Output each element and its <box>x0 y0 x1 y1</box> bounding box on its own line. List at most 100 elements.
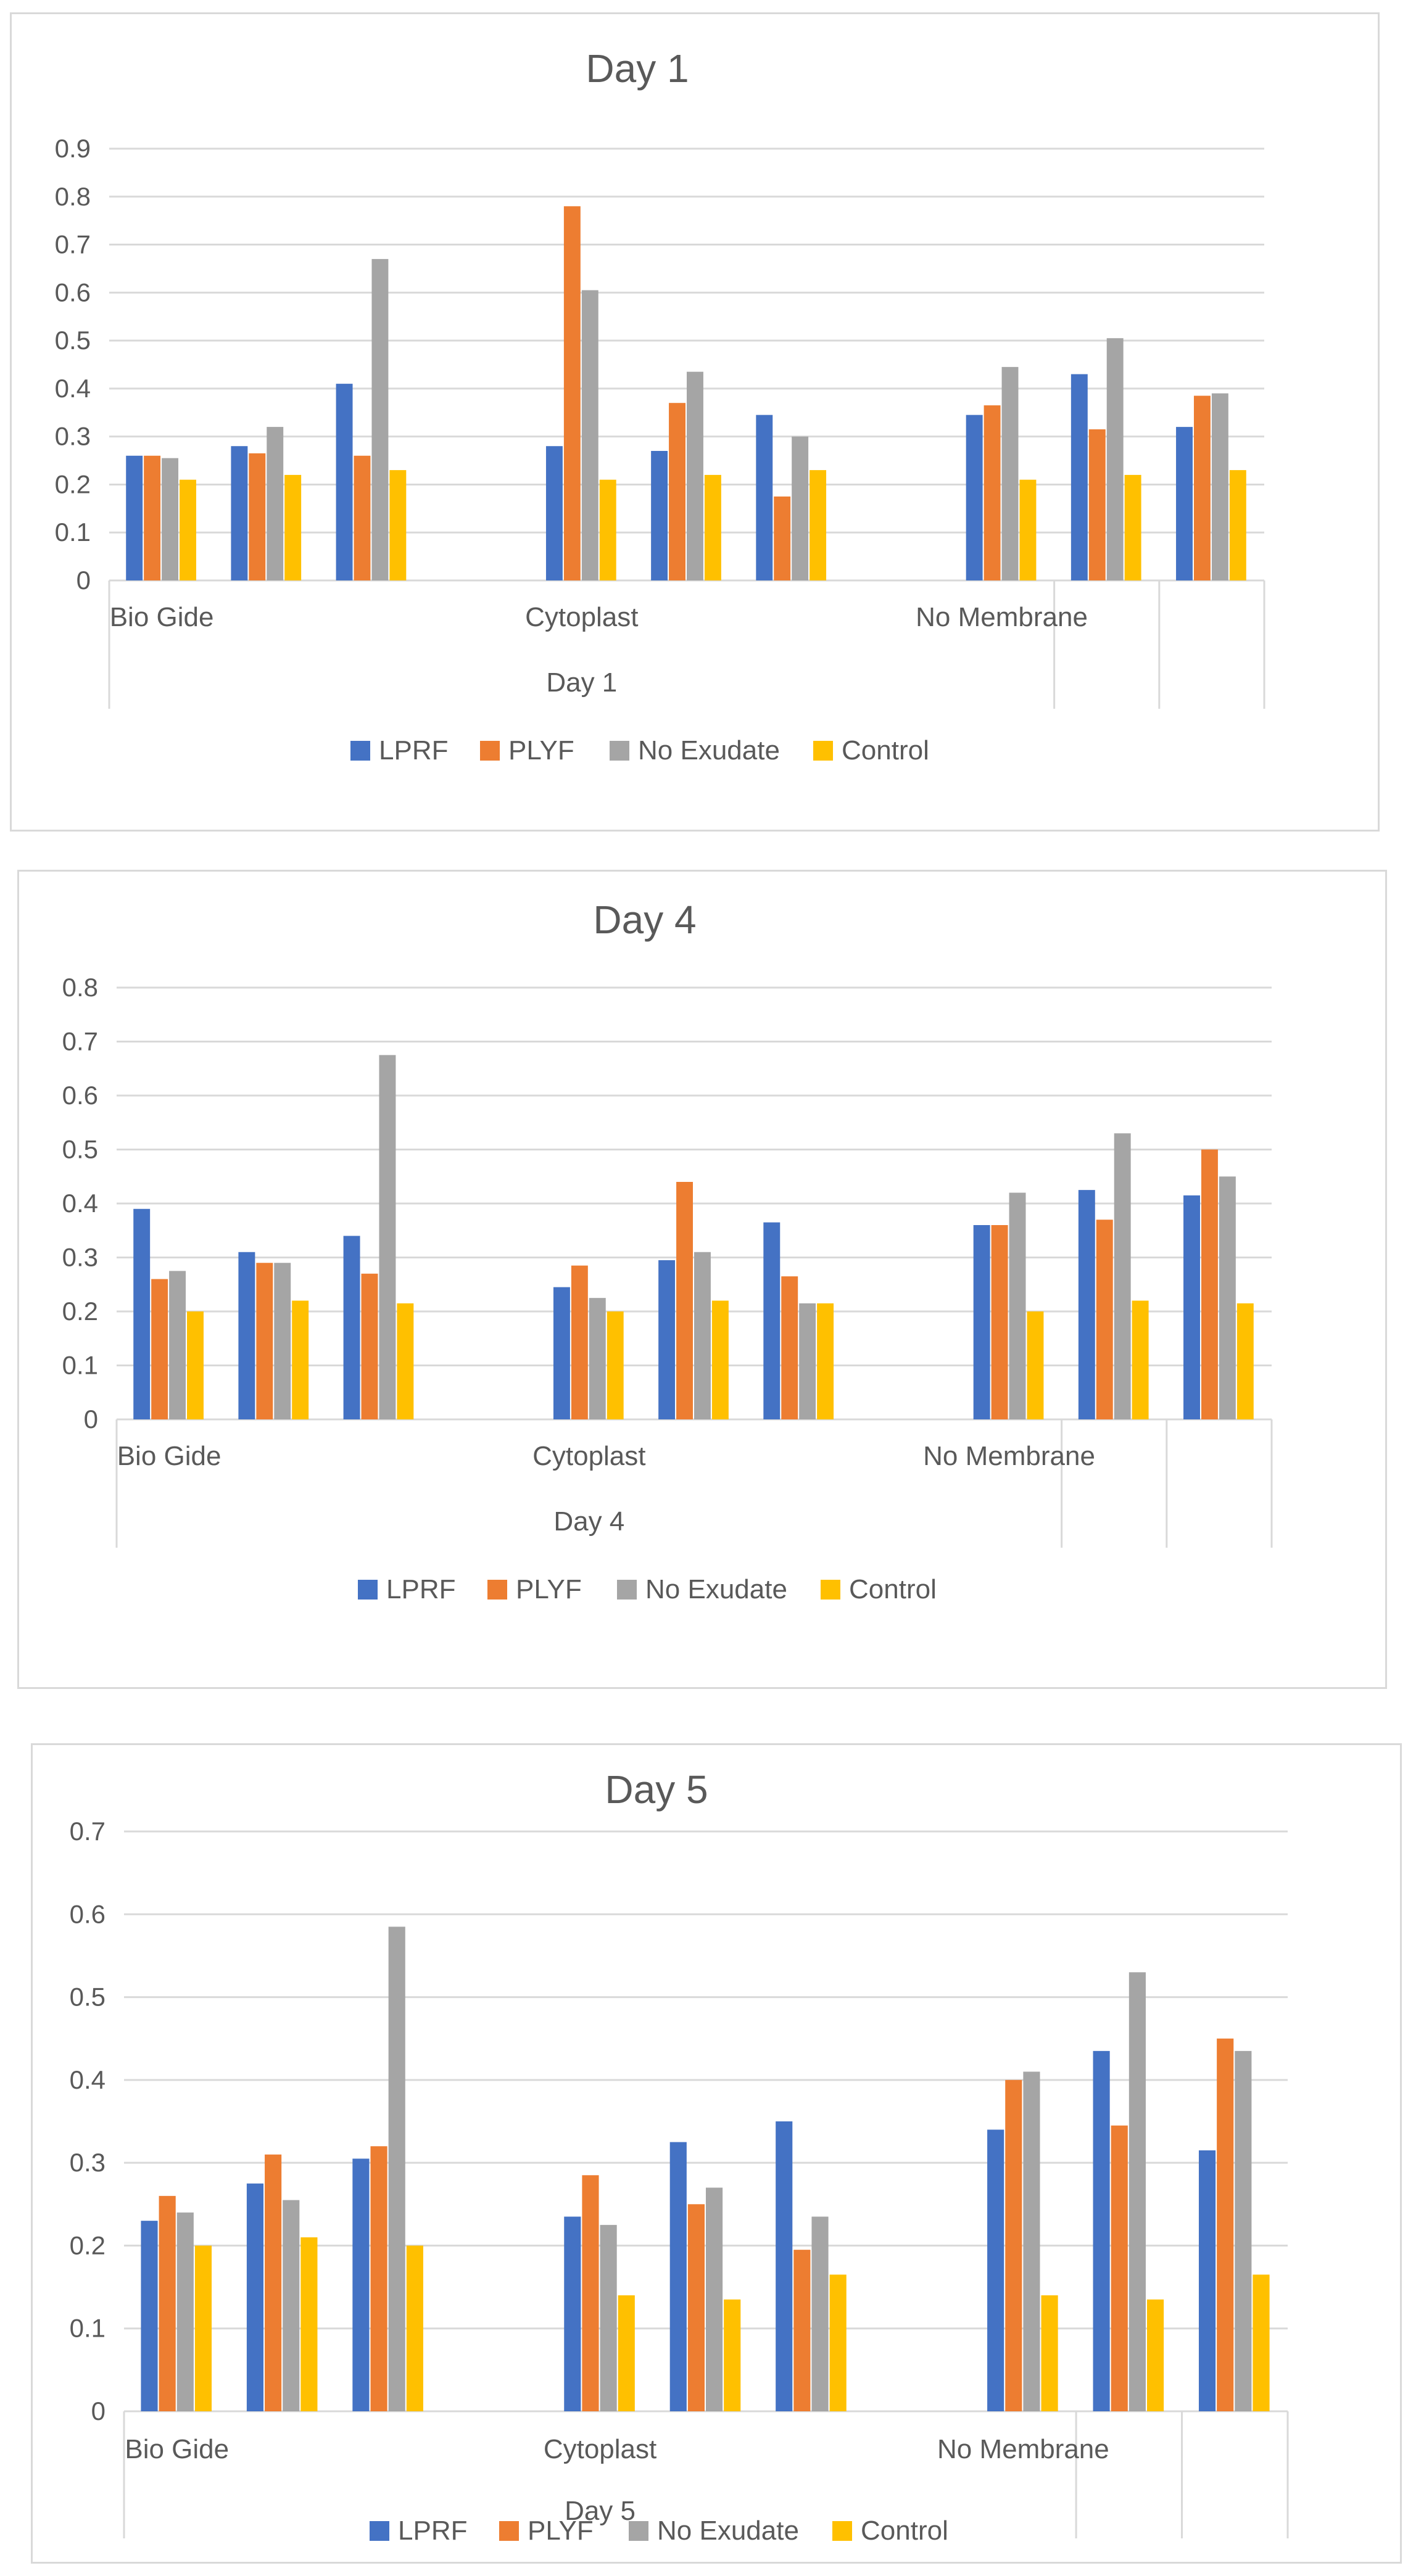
bar-control <box>180 479 196 580</box>
bar-lprf <box>1198 2150 1216 2411</box>
bar-control <box>1229 470 1246 580</box>
y-tick-label: 0.7 <box>62 1027 98 1056</box>
legend-swatch-plyf <box>499 2521 519 2541</box>
bar-lprf <box>1183 1195 1200 1419</box>
bar-control <box>406 2245 423 2411</box>
legend-label: Control <box>861 2516 948 2546</box>
bar-lprf <box>763 1222 781 1419</box>
chart-title: Day 4 <box>593 898 696 942</box>
bar-lprf <box>776 2121 793 2411</box>
bar-lprf <box>133 1208 151 1419</box>
bar-plyf <box>249 453 266 580</box>
bar-lprf <box>246 2183 264 2411</box>
bar-plyf <box>781 1276 798 1419</box>
bar-control <box>1253 2274 1270 2411</box>
legend-swatch-no-exudate <box>629 2521 648 2541</box>
x-group-label: No Membrane <box>937 2434 1109 2464</box>
y-tick-label: 0 <box>84 1405 98 1434</box>
bar-lprf <box>987 2129 1004 2411</box>
chart-panel-day-1: Day 1 0 0.1 0.2 0.3 0.4 0.5 0.6 0.7 0.8 0.9 Bio Gid… <box>10 12 1380 832</box>
bar-control <box>704 474 721 580</box>
bar-no-exudate <box>1106 338 1124 580</box>
bar-lprf <box>126 455 143 580</box>
bar-plyf <box>354 455 371 580</box>
bar-control <box>711 1300 729 1419</box>
bar-plyf <box>563 206 581 580</box>
bar-no-exudate <box>371 258 389 580</box>
bar-plyf <box>1005 2079 1022 2411</box>
legend-swatch-plyf <box>487 1580 507 1600</box>
bar-plyf <box>1111 2125 1128 2411</box>
bar-control <box>1041 2295 1058 2411</box>
bar-no-exudate <box>1001 366 1019 580</box>
bar-control <box>300 2237 318 2411</box>
bar-no-exudate <box>1009 1192 1026 1419</box>
bar-plyf <box>144 455 161 580</box>
y-tick-label: 0.9 <box>55 134 91 163</box>
bar-control <box>810 470 827 580</box>
bar-plyf <box>1201 1149 1218 1419</box>
legend-label: LPRF <box>379 735 448 766</box>
legend-swatch-control <box>832 2521 852 2541</box>
legend-label: PLYF <box>508 735 574 766</box>
bar-control <box>397 1303 414 1419</box>
bar-plyf <box>669 403 685 580</box>
bar-lprf <box>1176 427 1193 580</box>
bar-plyf <box>265 2154 282 2411</box>
bar-lprf <box>141 2221 158 2411</box>
y-tick-label: 0.7 <box>55 230 91 259</box>
x-group-label: Cytoplast <box>532 1441 645 1471</box>
legend-label: PLYF <box>516 1574 582 1604</box>
bar-lprf <box>231 446 248 580</box>
x-group-label: No Membrane <box>923 1441 1095 1471</box>
y-tick-label: 0.2 <box>55 469 91 498</box>
legend-swatch-lprf <box>358 1580 378 1600</box>
bar-control <box>829 2274 847 2411</box>
bar-control <box>724 2299 741 2411</box>
y-tick-label: 0 <box>91 2396 106 2425</box>
bar-plyf <box>571 1265 588 1419</box>
bar-no-exudate <box>162 458 179 580</box>
y-tick-label: 0.2 <box>62 1297 98 1326</box>
bar-control <box>618 2295 635 2411</box>
legend-swatch-control <box>821 1580 840 1600</box>
legend-swatch-lprf <box>370 2521 389 2541</box>
legend-label: No Exudate <box>645 1574 787 1604</box>
bar-lprf <box>1093 2050 1110 2411</box>
x-group-label: Bio Gide <box>110 602 214 632</box>
bar-plyf <box>151 1279 168 1419</box>
bar-no-exudate <box>811 2216 829 2411</box>
y-tick-label: 0.5 <box>55 326 91 355</box>
bar-no-exudate <box>267 427 284 580</box>
bar-control <box>599 479 616 580</box>
legend-label: Control <box>849 1574 937 1604</box>
legend-label: Control <box>842 735 929 766</box>
y-tick-label: 0.8 <box>55 182 91 211</box>
bar-no-exudate <box>1235 2050 1252 2411</box>
bar-control <box>194 2245 212 2411</box>
bar-lprf <box>658 1260 676 1419</box>
bar-no-exudate <box>687 371 703 580</box>
bar-control <box>1132 1300 1149 1419</box>
bar-plyf <box>256 1263 273 1419</box>
bar-control <box>284 474 302 580</box>
bar-plyf <box>361 1273 378 1419</box>
y-tick-label: 0.3 <box>55 422 91 451</box>
y-tick-label: 0.6 <box>55 278 91 307</box>
chart-day-1: Day 1 0 0.1 0.2 0.3 0.4 0.5 0.6 0.7 0.8 0.9 Bio Gid… <box>55 46 1265 766</box>
bar-control <box>187 1311 204 1419</box>
bar-no-exudate <box>1219 1176 1236 1419</box>
bar-no-exudate <box>600 2224 617 2411</box>
x-group-label: Bio Gide <box>125 2434 229 2464</box>
bar-control <box>1027 1311 1044 1419</box>
bar-plyf <box>159 2195 176 2411</box>
x-group-label: No Membrane <box>916 602 1088 632</box>
y-tick-label: 0.8 <box>62 973 98 1002</box>
bar-plyf <box>774 496 791 580</box>
bar-plyf <box>676 1182 693 1419</box>
bar-lprf <box>564 2216 581 2411</box>
bar-plyf <box>1088 429 1106 580</box>
bar-control <box>1146 2299 1164 2411</box>
bar-plyf <box>1096 1220 1113 1419</box>
x-axis-title: Day 5 <box>565 2496 636 2526</box>
